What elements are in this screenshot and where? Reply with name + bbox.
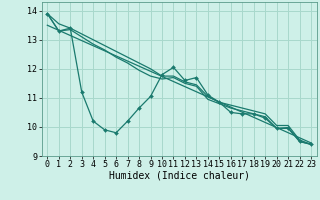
X-axis label: Humidex (Indice chaleur): Humidex (Indice chaleur)	[109, 171, 250, 181]
